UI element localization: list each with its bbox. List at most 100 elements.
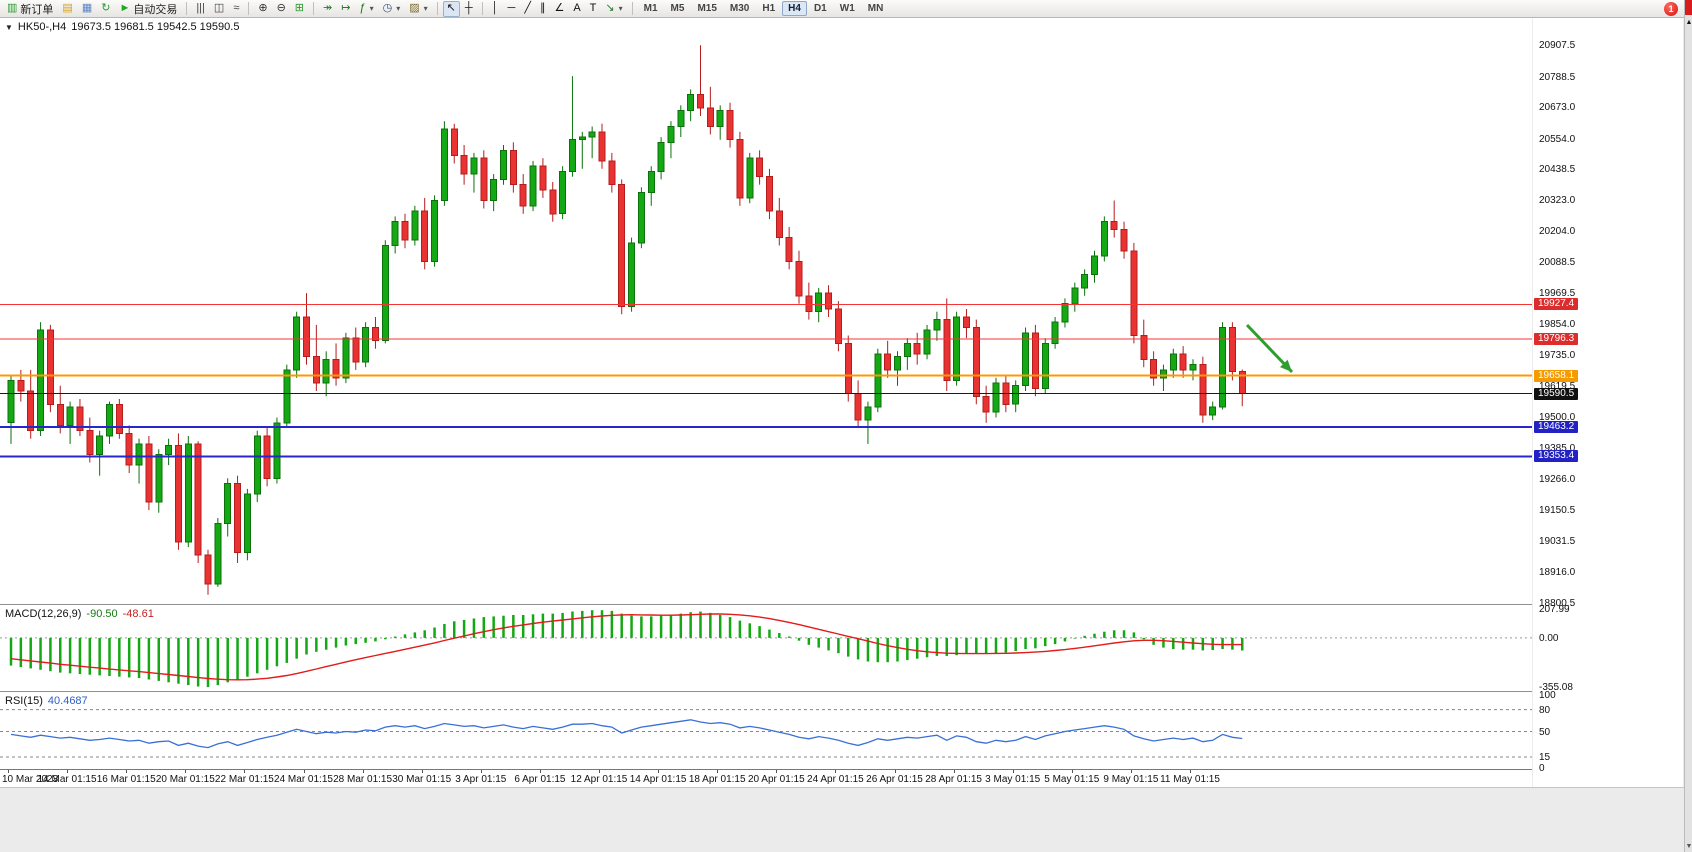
toolbar-separator (248, 2, 250, 15)
price-level-badge: 19590.5 (1534, 387, 1579, 400)
rsi-name: RSI(15) (5, 695, 43, 707)
price-axis-label: 19266.0 (1539, 474, 1576, 486)
macd-main-value: -90.50 (86, 608, 118, 620)
chart-symbol-period: HK50-,H4 (17, 21, 67, 33)
auto-trading-button[interactable]: ► 自动交易 (115, 1, 181, 17)
vertical-line-icon: │ (491, 2, 499, 14)
trendline-icon: ╱ (524, 2, 531, 14)
refresh-icon: ↻ (101, 2, 111, 14)
text-button[interactable]: A (569, 1, 584, 17)
macd-name: MACD(12,26,9) (5, 608, 82, 620)
arrows-button[interactable]: ↘ ▾ (601, 1, 626, 17)
profiles-icon: ▦ (81, 2, 93, 14)
fibonacci-button[interactable]: ∠ (550, 1, 568, 17)
time-axis-tick (362, 770, 364, 773)
time-axis-label: 3 May 01:15 (985, 774, 1041, 785)
time-axis-tick (1130, 770, 1132, 773)
time-axis-tick (303, 770, 305, 773)
time-axis-tick (835, 770, 837, 773)
templates-button[interactable]: ▨ ▾ (405, 1, 431, 17)
main-chart-panel: ▼ HK50-,H4 19673.5 19681.5 19542.5 19590… (0, 18, 1532, 604)
tile-windows-icon: ⊞ (294, 2, 305, 14)
time-axis-label: 12 Apr 01:15 (570, 774, 628, 785)
timeframe-m1[interactable]: M1 (643, 3, 658, 14)
bar-chart-icon: ||| (196, 2, 205, 14)
timeframe-h1[interactable]: H1 (762, 3, 776, 14)
price-axis-label: 19969.5 (1539, 288, 1576, 300)
cursor-button[interactable]: ↖ (442, 0, 460, 17)
timeframe-m30[interactable]: M30 (729, 3, 750, 14)
indicators-button[interactable]: ƒ ▾ (355, 1, 377, 17)
time-axis-label: 16 Mar 01:15 (96, 774, 156, 785)
vertical-line-button[interactable]: │ (488, 1, 503, 17)
timeframe-d1[interactable]: D1 (813, 3, 827, 14)
scroll-up-icon[interactable]: ▲ (1685, 19, 1692, 26)
rsi-value: 40.4687 (47, 695, 88, 707)
time-axis-tick (126, 770, 128, 773)
crosshair-button[interactable]: ┼ (461, 1, 477, 17)
rsi-axis-label: 50 (1539, 726, 1551, 738)
toolbar: ▥ 新订单 ▤ ▦ ↻ ► 自动交易 ||| ◫ ≈ ⊕ ⊖ ⊞ ↠ ↦ ƒ ▾ ◷ ▾ ▨ ▾ ↖ ┼ │ ─ ╱ ∥ ∠ A T ↘ ▾ M… (0, 0, 1692, 18)
time-axis-tick (1012, 770, 1014, 773)
time-axis-tick (599, 770, 600, 773)
line-chart-button[interactable]: ≈ (229, 1, 243, 17)
timeframe-mn[interactable]: MN (867, 3, 884, 14)
dropdown-caret-icon: ▾ (396, 4, 401, 13)
template-icon: ▨ (409, 2, 420, 14)
price-axis-label: 20788.5 (1539, 71, 1576, 83)
timeframe-m5[interactable]: M5 (670, 3, 685, 14)
rsi-label: RSI(15) 40.4687 (5, 695, 88, 707)
price-level-badge: 19463.2 (1534, 421, 1579, 434)
time-axis-label: 20 Mar 01:15 (155, 774, 215, 785)
trendline-button[interactable]: ╱ (520, 1, 535, 17)
timeframe-m15[interactable]: M15 (697, 3, 717, 14)
chart-title: ▼ HK50-,H4 19673.5 19681.5 19542.5 19590… (5, 21, 239, 33)
price-axis-label: 18800.5 (1539, 597, 1576, 609)
candle-chart-button[interactable]: ◫ (210, 1, 228, 17)
open-chart-button[interactable]: ▤ (58, 1, 76, 17)
time-axis[interactable]: 10 Mar 2023 14 Mar 01:15 16 Mar 01:15 20 Ma… (0, 769, 1532, 787)
new-order-button[interactable]: ▥ 新订单 (3, 1, 57, 17)
vertical-scrollbar[interactable]: ▲ ▼ (1684, 0, 1692, 852)
time-axis-tick (717, 770, 719, 773)
text-label-button[interactable]: T (586, 1, 601, 17)
timeframe-w1[interactable]: W1 (839, 3, 855, 14)
scroll-down-icon[interactable]: ▼ (1685, 843, 1692, 850)
profiles-button[interactable]: ▦ (78, 1, 96, 17)
indicators-icon: ƒ (359, 2, 366, 14)
periods-button[interactable]: ◷ ▾ (379, 1, 405, 17)
chart-dropdown-icon[interactable]: ▼ (5, 22, 13, 32)
zoom-out-button[interactable]: ⊖ (273, 1, 290, 17)
zoom-in-button[interactable]: ⊕ (254, 1, 271, 17)
new-order-icon: ▥ (7, 2, 18, 14)
macd-chart[interactable] (0, 606, 1532, 692)
time-axis-label: 26 Apr 01:15 (866, 774, 923, 785)
macd-axis-label: 207.99 (1539, 604, 1570, 616)
time-axis-tick (953, 770, 955, 773)
bar-chart-button[interactable]: ||| (192, 1, 209, 17)
rsi-chart[interactable] (0, 693, 1532, 770)
macd-label: MACD(12,26,9) -90.50 -48.61 (5, 608, 154, 620)
price-axis[interactable]: 20907.5 20788.5 20673.0 20554.0 20438.5 20323… (1533, 18, 1683, 787)
time-axis-tick (421, 770, 423, 773)
horizontal-line-icon: ─ (507, 2, 516, 14)
rsi-axis-label: 80 (1539, 704, 1551, 716)
new-order-button-label: 新订单 (20, 3, 54, 16)
refresh-button[interactable]: ↻ (97, 1, 114, 17)
macd-signal-value: -48.61 (122, 608, 154, 620)
time-axis-tick (539, 770, 541, 773)
price-level-badge: 19796.3 (1534, 333, 1579, 346)
auto-scroll-button[interactable]: ↠ (319, 1, 336, 17)
timeframe-h4[interactable]: H4 (782, 1, 807, 16)
arrow-objects-icon: ↘ (605, 2, 615, 14)
toolbar-separator (313, 2, 315, 15)
horizontal-line-button[interactable]: ─ (504, 1, 520, 17)
channel-button[interactable]: ∥ (536, 1, 550, 17)
candlestick-chart[interactable] (0, 18, 1532, 604)
notification-badge[interactable]: 1 (1664, 2, 1678, 16)
time-axis-label: 10 Mar 2023 (2, 774, 59, 785)
rsi-panel: RSI(15) 40.4687 (0, 691, 1532, 769)
chart-shift-button[interactable]: ↦ (337, 1, 354, 17)
tile-windows-button[interactable]: ⊞ (291, 1, 308, 17)
